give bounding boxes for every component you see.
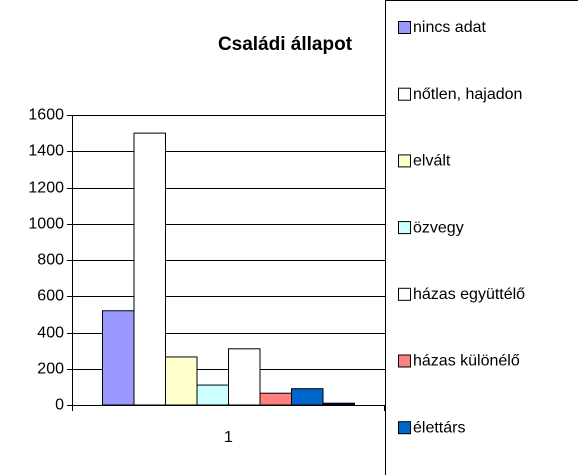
bar bbox=[228, 348, 261, 406]
legend-swatch bbox=[398, 354, 411, 368]
y-tick-label: 1200 bbox=[28, 180, 64, 197]
y-tick-label: 800 bbox=[37, 252, 64, 269]
bar bbox=[102, 310, 135, 406]
legend-swatch bbox=[398, 221, 411, 235]
legend-swatch bbox=[398, 287, 411, 301]
legend-label: elvált bbox=[413, 153, 451, 170]
chart-title: Családi állapot bbox=[218, 34, 353, 55]
bar bbox=[322, 402, 355, 406]
bar bbox=[165, 356, 198, 406]
legend-swatch bbox=[398, 421, 411, 435]
legend-label: özvegy bbox=[413, 219, 464, 236]
legend-label: házas különélő bbox=[413, 353, 520, 370]
bar bbox=[291, 388, 324, 406]
legend-swatch bbox=[398, 154, 411, 168]
legend-swatch bbox=[398, 21, 411, 34]
legend-swatch bbox=[398, 87, 411, 101]
y-tick-label: 600 bbox=[37, 288, 64, 305]
y-tick-label: 1400 bbox=[28, 143, 64, 160]
y-tick-label: 400 bbox=[37, 325, 64, 342]
y-tick-label: 0 bbox=[55, 397, 64, 414]
legend-label: házas együttélő bbox=[413, 286, 525, 303]
y-tick-label: 1000 bbox=[28, 216, 64, 233]
legend-label: élettárs bbox=[413, 419, 465, 436]
y-tick-label: 1600 bbox=[28, 107, 64, 124]
bar bbox=[196, 384, 229, 406]
y-tick-label: 200 bbox=[37, 361, 64, 378]
legend-label: nincs adat bbox=[413, 19, 486, 36]
bar bbox=[259, 392, 292, 406]
x-tick-label: 1 bbox=[224, 429, 233, 446]
bar bbox=[133, 132, 166, 406]
legend-label: nőtlen, hajadon bbox=[413, 86, 522, 103]
legend-box bbox=[385, 0, 578, 475]
